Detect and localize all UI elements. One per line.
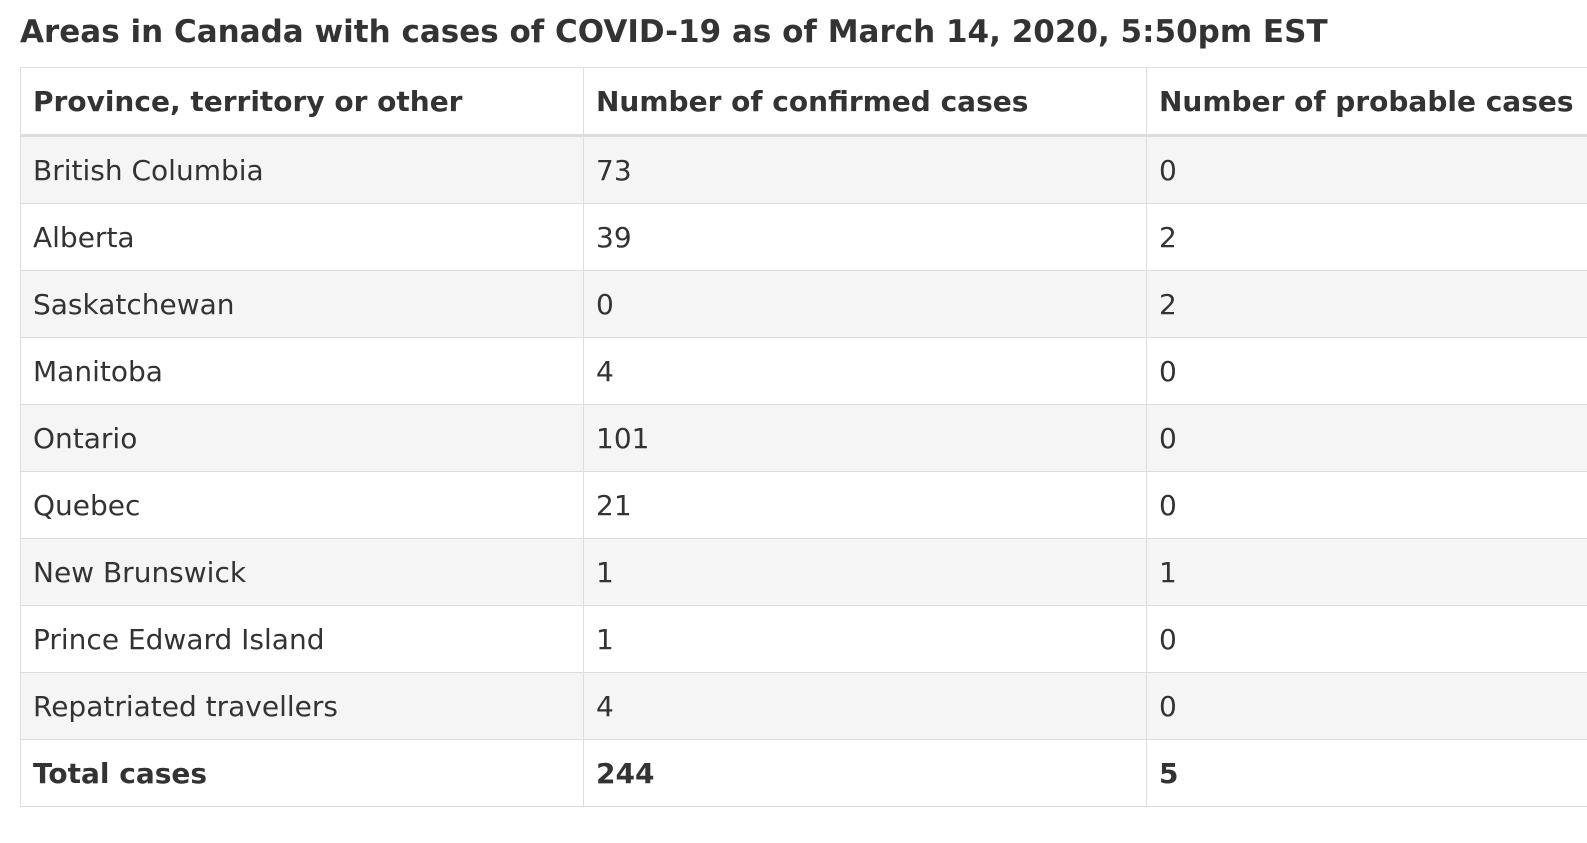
province-cell: Alberta — [20, 203, 584, 271]
table-row: Quebec 21 0 — [20, 471, 1587, 539]
total-confirmed: 244 — [583, 739, 1147, 807]
probable-cell: 0 — [1146, 135, 1587, 204]
province-cell: New Brunswick — [20, 538, 584, 606]
confirmed-cell: 101 — [583, 404, 1147, 472]
column-header-province: Province, territory or other — [20, 67, 584, 137]
province-cell: Saskatchewan — [20, 270, 584, 338]
probable-cell: 0 — [1146, 672, 1587, 740]
column-header-probable: Number of probable cases — [1146, 67, 1587, 137]
province-cell: Manitoba — [20, 337, 584, 405]
total-row: Total cases 244 5 — [20, 739, 1587, 807]
table-row: Repatriated travellers 4 0 — [20, 672, 1587, 740]
confirmed-cell: 73 — [583, 135, 1147, 204]
column-header-confirmed: Number of confirmed cases — [583, 67, 1147, 137]
probable-cell: 0 — [1146, 471, 1587, 539]
probable-cell: 0 — [1146, 404, 1587, 472]
covid-cases-table: Province, territory or other Number of c… — [20, 67, 1587, 807]
confirmed-cell: 39 — [583, 203, 1147, 271]
probable-cell: 1 — [1146, 538, 1587, 606]
table-caption: Areas in Canada with cases of COVID-19 a… — [20, 14, 1328, 50]
probable-cell: 0 — [1146, 605, 1587, 673]
confirmed-cell: 4 — [583, 672, 1147, 740]
province-cell: Prince Edward Island — [20, 605, 584, 673]
probable-cell: 2 — [1146, 270, 1587, 338]
confirmed-cell: 21 — [583, 471, 1147, 539]
province-cell: Ontario — [20, 404, 584, 472]
confirmed-cell: 0 — [583, 270, 1147, 338]
confirmed-cell: 1 — [583, 538, 1147, 606]
total-label: Total cases — [20, 739, 584, 807]
province-cell: Repatriated travellers — [20, 672, 584, 740]
total-probable: 5 — [1146, 739, 1587, 807]
province-cell: Quebec — [20, 471, 584, 539]
table-row: Prince Edward Island 1 0 — [20, 605, 1587, 673]
table-row: New Brunswick 1 1 — [20, 538, 1587, 606]
province-cell: British Columbia — [20, 135, 584, 204]
table-row: Manitoba 4 0 — [20, 337, 1587, 405]
table-row: Saskatchewan 0 2 — [20, 270, 1587, 338]
probable-cell: 0 — [1146, 337, 1587, 405]
table-row: British Columbia 73 0 — [20, 135, 1587, 204]
confirmed-cell: 4 — [583, 337, 1147, 405]
probable-cell: 2 — [1146, 203, 1587, 271]
header-row: Province, territory or other Number of c… — [20, 67, 1587, 137]
table-row: Ontario 101 0 — [20, 404, 1587, 472]
table-row: Alberta 39 2 — [20, 203, 1587, 271]
confirmed-cell: 1 — [583, 605, 1147, 673]
